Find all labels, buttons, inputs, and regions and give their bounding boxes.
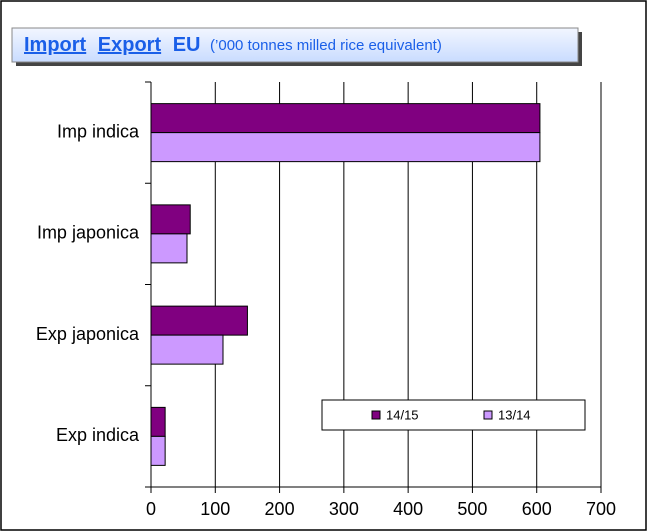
- y-tick-label: Exp indica: [56, 425, 140, 445]
- x-tick-label: 200: [265, 499, 295, 519]
- y-tick-label: Imp indica: [57, 121, 140, 141]
- y-tick-label: Exp japonica: [36, 324, 140, 344]
- x-tick-label: 700: [586, 499, 616, 519]
- legend-swatch: [483, 410, 493, 420]
- bar: [150, 132, 541, 163]
- title-box: [11, 27, 579, 63]
- title-text: EU: [173, 34, 201, 56]
- title-link[interactable]: Import: [24, 34, 87, 56]
- bar: [150, 204, 191, 235]
- x-tick-label: 0: [146, 499, 156, 519]
- x-tick-label: 100: [200, 499, 230, 519]
- bar: [150, 435, 166, 466]
- x-tick-label: 500: [457, 499, 487, 519]
- legend-label: 14/15: [386, 407, 419, 422]
- legend-swatch: [371, 410, 381, 420]
- legend-box: [321, 399, 586, 431]
- title: Import Export EU (’000 tonnes milled ric…: [24, 34, 442, 56]
- bar: [150, 305, 248, 336]
- bar: [150, 103, 541, 134]
- bar: [150, 233, 188, 264]
- x-tick-label: 600: [522, 499, 552, 519]
- x-tick-label: 300: [329, 499, 359, 519]
- x-tick-label: 400: [393, 499, 423, 519]
- y-tick-label: Imp japonica: [37, 223, 140, 243]
- subtitle: (’000 tonnes milled rice equivalent): [210, 37, 442, 54]
- legend-label: 13/14: [498, 407, 531, 422]
- bar: [150, 334, 224, 365]
- bar: [150, 406, 166, 437]
- title-link[interactable]: Export: [98, 34, 162, 56]
